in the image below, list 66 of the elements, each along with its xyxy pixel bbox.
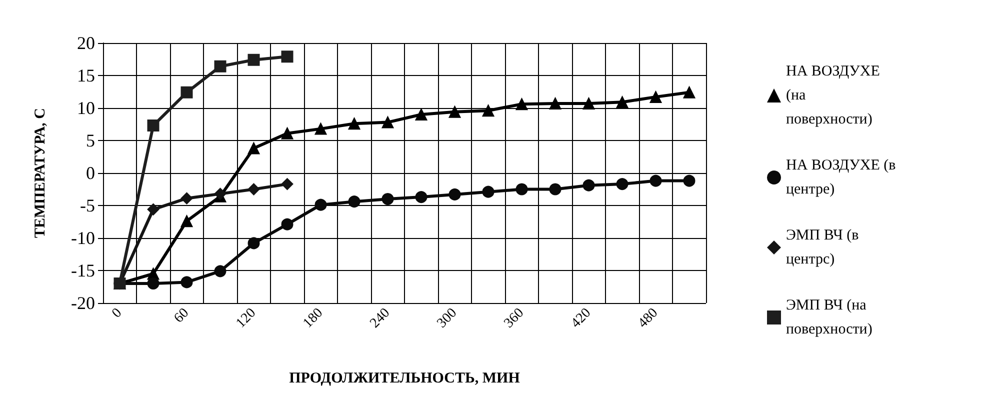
point <box>248 54 260 66</box>
y-tick-label: 10 <box>77 98 95 118</box>
x-tick-label: 240 <box>368 306 394 332</box>
x-tick-label: 420 <box>568 306 594 332</box>
point <box>382 193 394 205</box>
point <box>180 192 193 204</box>
legend-label: ЭМП ВЧ (в центрс) <box>786 228 862 268</box>
x-tick-label: 120 <box>234 306 260 332</box>
point <box>248 183 260 196</box>
point <box>582 179 595 192</box>
point <box>616 178 628 190</box>
y-tick-label: -5 <box>80 196 95 216</box>
x-tick-label: 480 <box>636 306 662 332</box>
x-tick-label: 0 <box>109 306 126 322</box>
point <box>415 191 428 204</box>
point <box>281 218 294 230</box>
point <box>147 120 160 132</box>
point <box>415 108 428 120</box>
point <box>382 116 394 128</box>
point <box>147 203 160 216</box>
x-tick-label: 360 <box>502 306 528 332</box>
point <box>549 97 562 110</box>
point <box>281 50 294 63</box>
point <box>683 174 696 187</box>
y-tick-label: 5 <box>86 130 95 150</box>
point <box>180 86 193 98</box>
point <box>214 265 226 278</box>
point <box>348 118 360 130</box>
point <box>281 178 294 190</box>
point <box>516 183 528 196</box>
x-tick-label: 60 <box>172 306 192 326</box>
point <box>348 196 360 208</box>
point <box>248 237 260 250</box>
legend-label: НА ВОЗДУХЕ (на поверхности) <box>786 64 884 128</box>
point <box>281 127 294 140</box>
point <box>549 183 562 196</box>
y-tick-label: -10 <box>71 228 95 248</box>
point <box>448 188 461 200</box>
point <box>650 90 662 103</box>
point <box>314 198 327 211</box>
point <box>482 186 494 198</box>
point <box>314 122 327 135</box>
point <box>482 104 494 117</box>
point <box>650 174 662 187</box>
point <box>214 188 226 200</box>
y-tick-label: 15 <box>77 66 95 86</box>
x-tick-label: 300 <box>434 306 460 332</box>
y-tick-label: 0 <box>86 163 95 183</box>
y-tick-label: -20 <box>71 293 95 313</box>
point <box>616 96 628 108</box>
x-tick-label: 180 <box>300 306 326 332</box>
point <box>180 215 193 228</box>
point <box>582 97 595 110</box>
point <box>248 142 260 154</box>
point <box>516 98 528 110</box>
y-tick-label: 20 <box>77 33 95 53</box>
point <box>448 106 461 118</box>
point <box>214 60 226 72</box>
y-tick-label: -15 <box>71 260 95 280</box>
point <box>147 278 160 290</box>
y-axis-title: ТЕМПЕРАТУРА, С <box>32 108 48 238</box>
x-axis-title: ПРОДОЛЖИТЕЛЬНОСТЬ, МИН <box>289 370 520 386</box>
legend-label: НА ВОЗДУХЕ (в центре) <box>786 158 900 198</box>
point <box>683 86 696 98</box>
point <box>180 276 193 288</box>
legend-label: ЭМП ВЧ (на поверхности) <box>786 298 872 338</box>
